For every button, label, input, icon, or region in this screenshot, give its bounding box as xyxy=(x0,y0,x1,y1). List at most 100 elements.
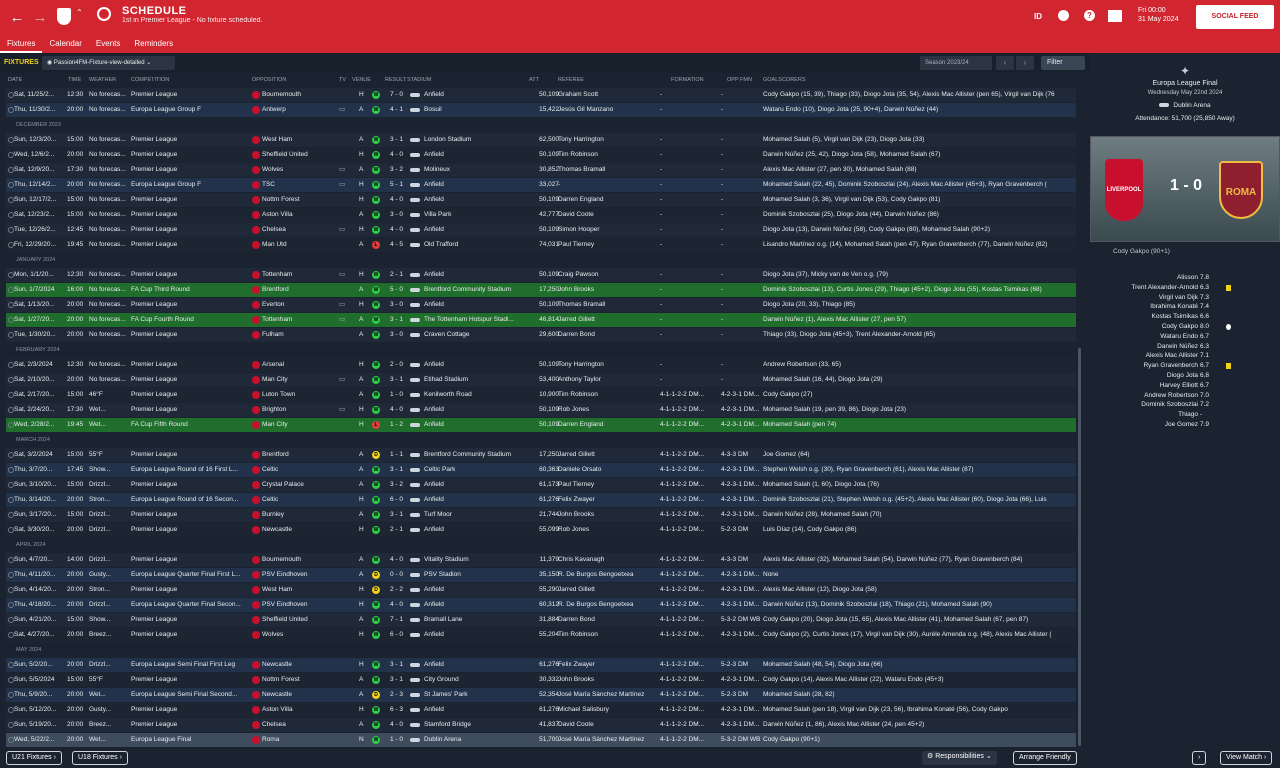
row-select-radio[interactable] xyxy=(8,302,14,308)
rating-row[interactable]: Alexis Mac Allister 7.1 xyxy=(1090,352,1280,361)
cell-comp[interactable]: Premier League xyxy=(131,361,178,368)
col-weather[interactable]: WEATHER xyxy=(89,77,117,83)
cell-comp[interactable]: Europa League Final xyxy=(131,736,192,743)
cell-comp[interactable]: Premier League xyxy=(131,331,178,338)
cell-comp[interactable]: Premier League xyxy=(131,391,178,398)
cell-scorers[interactable]: Joe Gomez (64) xyxy=(763,451,810,458)
cell-scorers[interactable]: Luis Díaz (14), Cody Gakpo (86) xyxy=(763,526,857,533)
cell-scorers[interactable]: Dominik Szoboszlai (25), Diogo Jota (44)… xyxy=(763,211,939,218)
table-row[interactable]: Fri, 12/29/20... 19:45 No forecas... Premie… xyxy=(6,238,1076,252)
table-row[interactable]: Thu, 5/9/20... 20:00 Wet... Europa League S… xyxy=(6,688,1076,702)
cell-scorers[interactable]: Darwin Núñez (13), Dominik Szoboszlai (1… xyxy=(763,601,992,608)
cell-opp[interactable]: Fulham xyxy=(262,331,284,338)
cell-opp[interactable]: PSV Eindhoven xyxy=(262,571,308,578)
cell-opp[interactable]: Arsenal xyxy=(262,361,285,368)
row-select-radio[interactable] xyxy=(8,677,14,683)
cell-scorers[interactable]: Alexis Mac Allister (12), Diogo Jota (58… xyxy=(763,586,877,593)
row-select-radio[interactable] xyxy=(8,272,14,278)
table-row[interactable]: Tue, 1/30/20... 20:00 No forecas... Premier… xyxy=(6,328,1076,342)
table-row[interactable]: Sun, 3/17/20... 15:00 Drizzl... Premier Lea… xyxy=(6,508,1076,522)
row-select-radio[interactable] xyxy=(8,317,14,323)
cell-scorers[interactable]: Dominik Szoboszlai (21), Stephen Welsh o… xyxy=(763,496,1047,503)
row-select-radio[interactable] xyxy=(8,632,14,638)
table-row[interactable]: Thu, 4/18/20... 20:00 Drizzl... Europa Leag… xyxy=(6,598,1076,612)
cell-scorers[interactable]: Mohamed Salah (5), Virgil van Dijk (23),… xyxy=(763,136,925,143)
filter-button[interactable]: Filter xyxy=(1041,56,1085,70)
table-row[interactable]: Sat, 1/27/20... 20:00 No forecas... FA Cup … xyxy=(6,313,1076,327)
club-crest-icon[interactable] xyxy=(57,8,71,25)
season-dropdown[interactable]: Season 2023/24 xyxy=(920,56,992,70)
social-feed-button[interactable]: SOCIAL FEED xyxy=(1196,5,1274,29)
cell-scorers[interactable]: Lisandro Martínez o.g. (14), Mohamed Sal… xyxy=(763,241,1048,248)
cell-comp[interactable]: Europa League Semi Final First Leg xyxy=(131,661,236,668)
cell-opp[interactable]: West Ham xyxy=(262,136,293,143)
cell-opp[interactable]: Bournemouth xyxy=(262,91,302,98)
col-formation[interactable]: FORMATION xyxy=(671,77,704,83)
cell-comp[interactable]: Premier League xyxy=(131,91,178,98)
row-select-radio[interactable] xyxy=(8,497,14,503)
cell-scorers[interactable]: Mohamed Salah (pen 74) xyxy=(763,421,837,428)
cell-scorers[interactable]: Diogo Jota (37), Micky van de Ven o.g. (… xyxy=(763,271,889,278)
cell-scorers[interactable]: Mohamed Salah (3, 36), Virgil van Dijk (… xyxy=(763,196,941,203)
col-tv[interactable]: TV xyxy=(339,77,347,83)
search-icon[interactable] xyxy=(97,7,111,21)
cell-comp[interactable]: FA Cup Third Round xyxy=(131,286,190,293)
tab-events[interactable]: Events xyxy=(95,39,121,48)
cell-comp[interactable]: Premier League xyxy=(131,721,178,728)
cell-opp[interactable]: Antwerp xyxy=(262,106,286,113)
row-select-radio[interactable] xyxy=(8,452,14,458)
table-row[interactable]: Sun, 5/5/2024 15:00 55°F Premier League Nott… xyxy=(6,673,1076,687)
cell-comp[interactable]: Europa League Round of 16 First L... xyxy=(131,466,238,473)
rating-row[interactable]: Harvey Elliott 6.7 xyxy=(1090,382,1280,391)
cell-opp[interactable]: Everton xyxy=(262,301,285,308)
col-competition[interactable]: COMPETITION xyxy=(131,77,170,83)
col-referee[interactable]: REFEREE xyxy=(558,77,584,83)
table-row[interactable]: Thu, 4/11/20... 20:00 Gusty... Europa Leagu… xyxy=(6,568,1076,582)
col-stadium[interactable]: STADIUM xyxy=(407,77,432,83)
next-arrow-button[interactable]: › xyxy=(1192,751,1207,765)
cell-comp[interactable]: Premier League xyxy=(131,406,178,413)
table-row[interactable]: Sun, 3/10/20... 15:00 Drizzl... Premier Lea… xyxy=(6,478,1076,492)
row-select-radio[interactable] xyxy=(8,332,14,338)
table-row[interactable]: Thu, 12/14/2... 20:00 No forecas... Europa … xyxy=(6,178,1076,192)
rating-row[interactable]: Ryan Gravenberch 6.7 xyxy=(1090,362,1280,371)
prev-season-button[interactable]: ‹ xyxy=(996,56,1014,70)
cell-scorers[interactable]: Cody Gakpo (2), Curtis Jones (17), Virgi… xyxy=(763,631,1052,638)
cell-comp[interactable]: Europa League Group F xyxy=(131,181,202,188)
cell-scorers[interactable]: Andrew Robertson (33, 65) xyxy=(763,361,842,368)
col-result[interactable]: RESULT xyxy=(385,77,407,83)
cell-scorers[interactable]: Wataru Endo (10), Diogo Jota (25, 90+4),… xyxy=(763,106,939,113)
rating-row[interactable]: Trent Alexander-Arnold 6.3 xyxy=(1090,284,1280,293)
responsibilities-button[interactable]: ⚙ Responsibilities ⌄ xyxy=(922,751,997,765)
rating-row[interactable]: Virgil van Dijk 7.3 xyxy=(1090,294,1280,303)
row-select-radio[interactable] xyxy=(8,392,14,398)
cell-scorers[interactable]: Diogo Jota (20, 33), Thiago (85) xyxy=(763,301,856,308)
cell-opp[interactable]: Burnley xyxy=(262,511,285,518)
cell-comp[interactable]: Premier League xyxy=(131,451,178,458)
row-select-radio[interactable] xyxy=(8,407,14,413)
col-att[interactable]: ATT xyxy=(529,77,539,83)
cell-scorers[interactable]: Mohamed Salah (19, pen 39, 86), Diogo Jo… xyxy=(763,406,907,413)
cell-comp[interactable]: Europa League Quarter Final Secon... xyxy=(131,601,241,608)
cell-opp[interactable]: Newcastle xyxy=(262,691,292,698)
row-select-radio[interactable] xyxy=(8,572,14,578)
cell-comp[interactable]: Premier League xyxy=(131,151,178,158)
table-row[interactable]: Sun, 5/2/20... 20:00 Drizzl... Europa Leagu… xyxy=(6,658,1076,672)
rating-row[interactable]: Alisson 7.8 xyxy=(1090,274,1280,283)
table-row[interactable]: Sun, 12/3/20... 15:00 No forecas... Premier… xyxy=(6,133,1076,147)
row-select-radio[interactable] xyxy=(8,212,14,218)
col-opposition[interactable]: OPPOSITION xyxy=(252,77,287,83)
cell-comp[interactable]: Premier League xyxy=(131,271,178,278)
cell-comp[interactable]: Premier League xyxy=(131,706,178,713)
row-select-radio[interactable] xyxy=(8,197,14,203)
cell-opp[interactable]: Newcastle xyxy=(262,526,292,533)
u18-fixtures-button[interactable]: U18 Fixtures › xyxy=(72,751,128,765)
cell-scorers[interactable]: Dominik Szoboszlai (13), Curtis Jones (2… xyxy=(763,286,1042,293)
cell-comp[interactable]: Premier League xyxy=(131,556,178,563)
cell-opp[interactable]: Roma xyxy=(262,736,280,743)
row-select-radio[interactable] xyxy=(8,107,14,113)
rating-row[interactable]: Darwin Núñez 6.3 xyxy=(1090,343,1280,352)
cell-opp[interactable]: TSC xyxy=(262,181,275,188)
cell-comp[interactable]: Premier League xyxy=(131,376,178,383)
cell-opp[interactable]: Tottenham xyxy=(262,271,293,278)
